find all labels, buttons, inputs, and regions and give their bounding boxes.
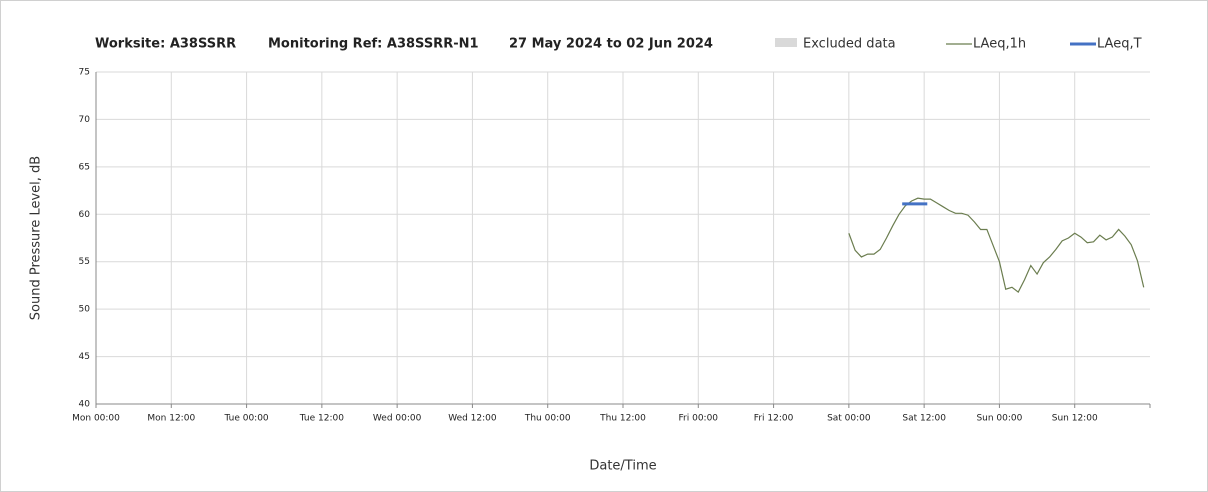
chart-title-dates: 27 May 2024 to 02 Jun 2024 xyxy=(509,37,713,52)
x-tick-label: Tue 12:00 xyxy=(299,414,344,424)
legend-label: LAeq,1h xyxy=(973,37,1026,52)
y-tick-label: 55 xyxy=(79,257,90,267)
x-axis-title: Date/Time xyxy=(589,459,656,474)
x-tick-label: Sat 12:00 xyxy=(902,414,946,424)
y-axis-title: Sound Pressure Level, dB xyxy=(29,156,44,320)
legend-label: Excluded data xyxy=(803,37,896,52)
legend-swatch xyxy=(775,38,797,47)
x-tick-label: Sun 00:00 xyxy=(976,414,1022,424)
legend-label: LAeq,T xyxy=(1097,37,1142,52)
x-tick-label: Wed 00:00 xyxy=(373,414,422,424)
x-tick-label: Sat 00:00 xyxy=(827,414,871,424)
x-tick-label: Mon 12:00 xyxy=(147,414,195,424)
series-line xyxy=(848,197,1145,293)
x-tick-label: Sun 12:00 xyxy=(1052,414,1098,424)
x-tick-label: Wed 12:00 xyxy=(448,414,497,424)
x-tick-label: Tue 00:00 xyxy=(223,414,268,424)
chart-title-worksite: Worksite: A38SSRR xyxy=(95,37,236,52)
x-tick-label: Fri 00:00 xyxy=(679,414,719,424)
y-tick-label: 50 xyxy=(79,305,91,315)
x-tick-label: Thu 12:00 xyxy=(599,414,646,424)
x-tick-label: Mon 00:00 xyxy=(72,414,120,424)
x-tick-label: Thu 00:00 xyxy=(524,414,571,424)
y-tick-label: 75 xyxy=(79,68,90,78)
x-tick-label: Fri 12:00 xyxy=(754,414,794,424)
y-tick-label: 60 xyxy=(79,210,91,220)
y-tick-label: 45 xyxy=(79,352,90,362)
y-tick-label: 70 xyxy=(79,115,91,125)
y-tick-label: 65 xyxy=(79,162,90,172)
y-tick-label: 40 xyxy=(79,400,91,410)
chart-title-ref: Monitoring Ref: A38SSRR-N1 xyxy=(268,37,479,52)
